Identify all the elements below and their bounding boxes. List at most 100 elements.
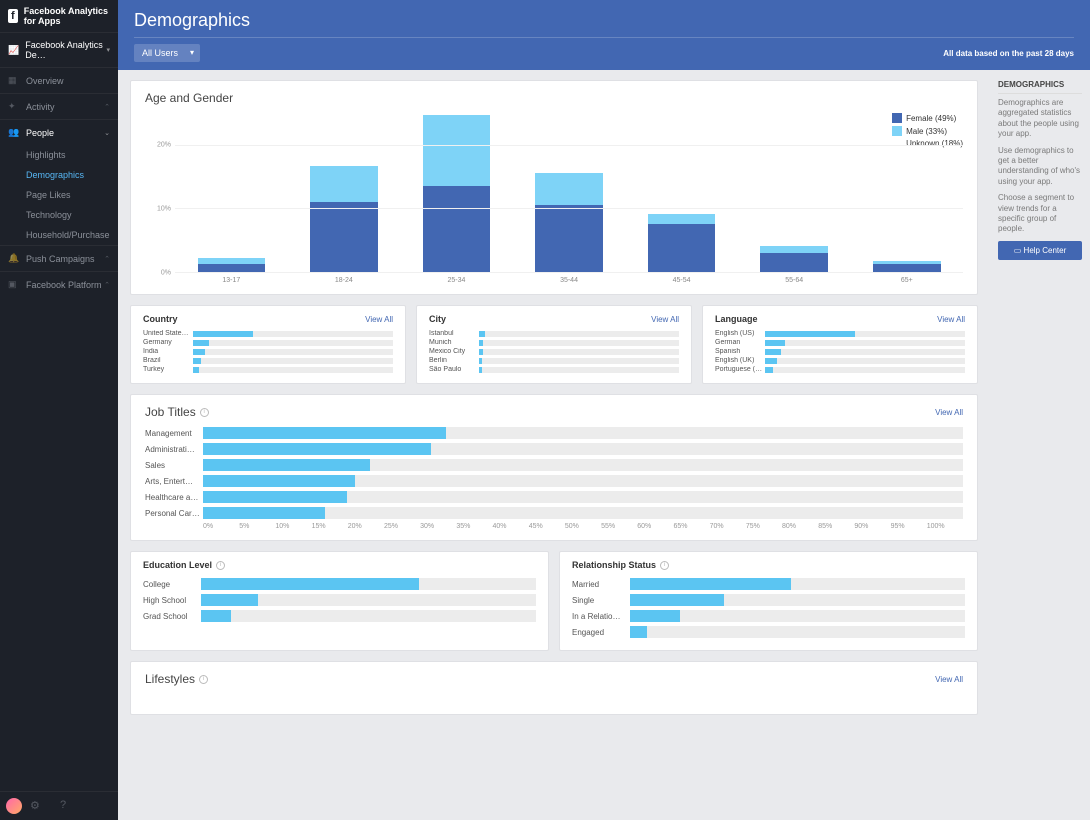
lifestyles-view-all[interactable]: View All: [935, 675, 963, 684]
hbar-label: Married: [572, 580, 630, 589]
info-text: Demographics are aggregated statistics a…: [998, 98, 1082, 140]
sidebar-sub-highlights[interactable]: Highlights: [0, 145, 118, 165]
age-bar: [400, 113, 513, 272]
sidebar-item-label: Push Campaigns: [26, 254, 95, 264]
job-row: Personal Car…: [145, 507, 963, 519]
chart-icon: 📈: [8, 45, 19, 56]
mini-row: Brazil: [143, 357, 393, 364]
x-tick: 75%: [746, 523, 782, 530]
mini-row: India: [143, 348, 393, 355]
mini-label: Brazil: [143, 357, 193, 364]
hbar-row: Engaged: [572, 626, 965, 638]
country-card: CountryView AllUnited State…GermanyIndia…: [130, 305, 406, 384]
x-tick: 85%: [818, 523, 854, 530]
age-gender-card: Age and Gender Female (49%)Male (33%)Unk…: [130, 80, 978, 295]
education-title: Education Level: [143, 560, 212, 570]
mini-label: Mexico City: [429, 348, 479, 355]
x-tick: 55%: [601, 523, 637, 530]
age-bar: [175, 113, 288, 272]
x-tick: 0%: [203, 523, 239, 530]
mini-label: Berlin: [429, 357, 479, 364]
mini-label: Spanish: [715, 348, 765, 355]
hbar-label: Grad School: [143, 612, 201, 621]
x-label: 18-24: [288, 277, 401, 284]
age-bar: [625, 113, 738, 272]
x-tick: 70%: [710, 523, 746, 530]
mini-row: English (UK): [715, 357, 965, 364]
mini-label: English (US): [715, 330, 765, 337]
hbar-label: Administrati…: [145, 445, 203, 454]
mini-row: São Paulo: [429, 366, 679, 373]
sidebar-item-label: People: [26, 128, 54, 138]
view-all-link[interactable]: View All: [365, 315, 393, 324]
mini-row: German: [715, 339, 965, 346]
hbar-label: Personal Car…: [145, 509, 203, 518]
x-tick: 100%: [927, 523, 963, 530]
help-icon[interactable]: ?: [60, 799, 74, 813]
mini-label: Istanbul: [429, 330, 479, 337]
age-gender-title: Age and Gender: [145, 91, 233, 105]
mini-label: India: [143, 348, 193, 355]
hbar-row: College: [143, 578, 536, 590]
lifestyles-title: Lifestyles: [145, 672, 195, 686]
help-center-button[interactable]: ▭ Help Center: [998, 241, 1082, 260]
y-tick: 10%: [157, 206, 171, 213]
x-tick: 30%: [420, 523, 456, 530]
sidebar-item-push-campaigns[interactable]: 🔔Push Campaigns⌃: [0, 245, 118, 271]
mini-row: English (US): [715, 330, 965, 337]
view-all-link[interactable]: View All: [651, 315, 679, 324]
mini-label: German: [715, 339, 765, 346]
job-row: Administrati…: [145, 443, 963, 455]
hbar-label: High School: [143, 596, 201, 605]
sidebar-item-label: Overview: [26, 76, 64, 86]
sidebar-item-facebook-platform[interactable]: ▣Facebook Platform⌃: [0, 271, 118, 297]
hbar-label: College: [143, 580, 201, 589]
mini-label: São Paulo: [429, 366, 479, 373]
chevron-icon: ⌃: [104, 281, 110, 289]
app-selector[interactable]: 📈 Facebook Analytics De… ▾: [0, 32, 118, 67]
x-label: 45-54: [625, 277, 738, 284]
gear-icon[interactable]: ⚙: [30, 799, 44, 813]
x-tick: 5%: [239, 523, 275, 530]
x-tick: 80%: [782, 523, 818, 530]
job-titles-view-all[interactable]: View All: [935, 408, 963, 417]
brand-label: Facebook Analytics for Apps: [24, 6, 110, 26]
chevron-icon: ⌃: [104, 103, 110, 111]
hbar-label: Single: [572, 596, 630, 605]
content-scroll[interactable]: Age and Gender Female (49%)Male (33%)Unk…: [118, 70, 990, 820]
x-label: 55-64: [738, 277, 851, 284]
mini-row: Germany: [143, 339, 393, 346]
sidebar-item-label: Activity: [26, 102, 55, 112]
info-icon[interactable]: i: [216, 561, 225, 570]
view-all-link[interactable]: View All: [937, 315, 965, 324]
x-tick: 60%: [637, 523, 673, 530]
sidebar-item-overview[interactable]: ▦ Overview: [0, 67, 118, 93]
mini-row: Mexico City: [429, 348, 679, 355]
hbar-row: Single: [572, 594, 965, 606]
info-text: Choose a segment to view trends for a sp…: [998, 193, 1082, 235]
hbar-row: Married: [572, 578, 965, 590]
info-icon[interactable]: i: [660, 561, 669, 570]
sidebar-item-activity[interactable]: ✦Activity⌃: [0, 93, 118, 119]
platform-icon: ▣: [8, 279, 20, 290]
x-tick: 40%: [493, 523, 529, 530]
segment-select[interactable]: All Users: [134, 44, 200, 62]
info-icon[interactable]: i: [200, 408, 209, 417]
x-tick: 90%: [854, 523, 890, 530]
sidebar-sub-demographics[interactable]: Demographics: [0, 165, 118, 185]
sidebar-sub-page-likes[interactable]: Page Likes: [0, 185, 118, 205]
hbar-label: In a Relatio…: [572, 612, 630, 621]
chevron-down-icon: ▾: [106, 46, 110, 54]
mini-row: Turkey: [143, 366, 393, 373]
job-row: Arts, Entert…: [145, 475, 963, 487]
info-text: Use demographics to get a better underst…: [998, 146, 1082, 188]
sidebar-sub-technology[interactable]: Technology: [0, 205, 118, 225]
user-avatar[interactable]: [6, 798, 22, 814]
x-label: 65+: [850, 277, 963, 284]
x-label: 13-17: [175, 277, 288, 284]
overview-icon: ▦: [8, 75, 20, 86]
sidebar-sub-household-purchase[interactable]: Household/Purchase: [0, 225, 118, 245]
info-icon[interactable]: i: [199, 675, 208, 684]
sidebar-item-people[interactable]: 👥People⌄: [0, 119, 118, 145]
sidebar: f Facebook Analytics for Apps 📈 Facebook…: [0, 0, 118, 820]
